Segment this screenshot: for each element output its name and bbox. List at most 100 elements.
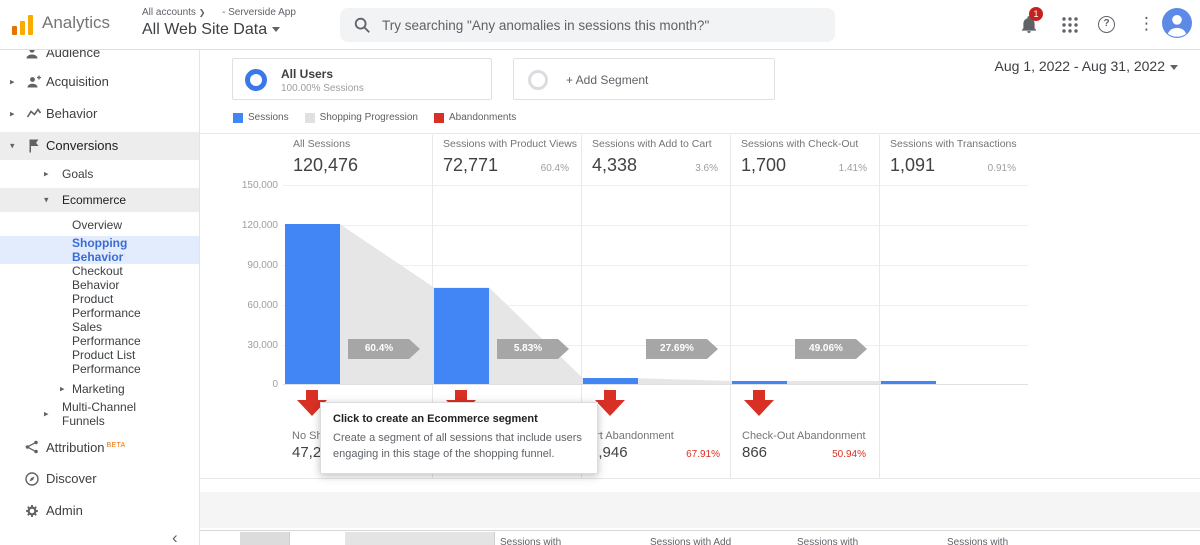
table-header-cell bbox=[240, 532, 290, 545]
flag-icon bbox=[26, 138, 42, 154]
app-name: Analytics bbox=[42, 13, 111, 32]
divider bbox=[200, 133, 1200, 134]
chevron-right-icon: ▸ bbox=[44, 408, 49, 419]
more-options-icon[interactable]: ⋮ bbox=[1138, 14, 1155, 33]
shopping-progression-area bbox=[340, 224, 936, 384]
abandonment-arrow-icon[interactable] bbox=[595, 390, 625, 417]
chevron-right-icon: ▸ bbox=[10, 76, 15, 87]
sidebar-item-sales-performance[interactable]: Sales Performance bbox=[72, 320, 141, 348]
sessions-bar[interactable] bbox=[881, 381, 936, 384]
search-input[interactable] bbox=[382, 8, 822, 42]
sidebar-item-shopping-behavior[interactable]: Shopping Behavior bbox=[0, 236, 199, 264]
chevron-right-icon: ▸ bbox=[60, 383, 65, 394]
collapse-sidebar-icon[interactable]: ‹ bbox=[172, 528, 178, 545]
progression-arrow-chip: 5.83% bbox=[497, 339, 569, 359]
sidebar-item-behavior[interactable]: ▸ Behavior bbox=[10, 106, 98, 122]
progression-arrow-chip: 49.06% bbox=[795, 339, 867, 359]
sessions-bar[interactable] bbox=[434, 287, 489, 384]
sidebar-item-attribution[interactable]: Attribution BETA bbox=[0, 434, 199, 460]
segment-all-users[interactable]: All Users 100.00% Sessions bbox=[232, 58, 492, 100]
audience-icon bbox=[24, 50, 40, 61]
sidebar-item-acquisition[interactable]: ▸ Acquisition bbox=[10, 74, 109, 90]
add-segment-label: + Add Segment bbox=[566, 73, 649, 87]
abandonment-value: 866 bbox=[742, 444, 768, 461]
sidebar-item-product-list-performance[interactable]: Product List Performance bbox=[72, 348, 141, 376]
sidebar-item-goals[interactable]: ▸ Goals bbox=[44, 167, 94, 181]
property-selector[interactable]: All Web Site Data bbox=[142, 21, 281, 39]
date-range-selector[interactable]: Aug 1, 2022 - Aug 31, 2022 bbox=[995, 58, 1178, 74]
legend-swatch-sessions bbox=[233, 112, 243, 123]
help-icon[interactable]: ? bbox=[1098, 16, 1115, 33]
stage-value: 72,771 bbox=[443, 155, 499, 175]
behavior-icon bbox=[26, 106, 42, 122]
tooltip-body: Create a segment of all sessions that in… bbox=[333, 432, 582, 460]
sidebar-item-marketing[interactable]: ▸ Marketing bbox=[60, 382, 125, 396]
sessions-bar[interactable] bbox=[285, 224, 340, 384]
segment-title: All Users bbox=[281, 67, 334, 81]
sidebar-item-discover[interactable]: Discover bbox=[0, 466, 199, 492]
abandonment-arrow-icon[interactable] bbox=[297, 390, 327, 417]
gridline bbox=[283, 225, 1028, 226]
sidebar-item-conversions[interactable]: ▾ Conversions bbox=[0, 132, 199, 160]
table-toolbar: Sessions Abandonments % Completion rate … bbox=[200, 492, 1200, 528]
sidebar-item-overview[interactable]: Overview bbox=[72, 218, 123, 232]
global-search[interactable] bbox=[340, 8, 835, 42]
chart-legend: Sessions Shopping Progression Abandonmen… bbox=[233, 112, 516, 123]
chevron-down-icon bbox=[272, 27, 281, 33]
chevron-down-icon bbox=[1170, 64, 1178, 70]
abandonment-value: 47,2 bbox=[292, 444, 322, 461]
acquisition-icon bbox=[26, 74, 42, 90]
sidebar-item-ecommerce[interactable]: ▾ Ecommerce bbox=[0, 188, 199, 212]
table-header-label[interactable]: Sessions with bbox=[947, 537, 1009, 545]
divider bbox=[200, 478, 1200, 479]
sidebar-item-checkout-behavior[interactable]: Checkout Behavior bbox=[72, 264, 123, 292]
gear-icon bbox=[24, 503, 40, 519]
data-table-header: Sessions with Sessions with Add Sessions… bbox=[200, 530, 1200, 545]
sidebar-item-multi-channel-funnels[interactable]: ▸ Multi-Channel Funnels bbox=[44, 400, 137, 428]
stage-percent: 0.91% bbox=[987, 163, 1016, 174]
funnel-plot-area bbox=[283, 185, 1028, 385]
legend-sessions: Sessions bbox=[233, 112, 289, 123]
apps-grid-icon[interactable] bbox=[1061, 16, 1079, 39]
stage-percent: 3.6% bbox=[695, 163, 718, 174]
sidebar-item-audience[interactable]: Audience bbox=[0, 50, 199, 66]
stage-label: Sessions with Add to Cart bbox=[592, 138, 712, 150]
add-segment-button[interactable]: + Add Segment bbox=[513, 58, 775, 100]
legend-swatch-abandonments bbox=[433, 112, 444, 123]
funnel-column: Sessions with Add to Cart 4,338 3.6% bbox=[581, 135, 730, 478]
sessions-bar[interactable] bbox=[583, 378, 638, 384]
chevron-right-icon: ▸ bbox=[10, 108, 15, 119]
funnel-column: All Sessions 120,476 bbox=[283, 135, 432, 478]
report-content: All Users 100.00% Sessions + Add Segment… bbox=[200, 50, 1200, 545]
sidebar-item-product-performance[interactable]: Product Performance bbox=[72, 292, 141, 320]
analytics-logo-icon[interactable] bbox=[12, 15, 36, 35]
abandonment-percent: 67.91% bbox=[686, 449, 720, 460]
breadcrumb-account[interactable]: - Serverside App bbox=[222, 7, 296, 18]
notification-badge[interactable]: 1 bbox=[1029, 7, 1043, 21]
left-nav: Audience ▸ Acquisition ▸ Behavior ▾ Conv… bbox=[0, 50, 200, 545]
stage-value: 1,091 bbox=[890, 155, 936, 175]
discover-icon bbox=[24, 471, 40, 487]
y-tick: 90,000 bbox=[247, 260, 278, 271]
breadcrumb[interactable]: All accounts ❯ bbox=[142, 7, 206, 18]
y-tick: 30,000 bbox=[247, 340, 278, 351]
stage-value: 120,476 bbox=[293, 155, 359, 175]
chevron-down-icon: ▾ bbox=[10, 140, 15, 151]
avatar[interactable] bbox=[1162, 8, 1192, 43]
abandonment-arrow-icon[interactable] bbox=[744, 390, 774, 417]
segment-tooltip: Click to create an Ecommerce segment Cre… bbox=[320, 402, 598, 474]
top-app-bar: Analytics All accounts ❯ - Serverside Ap… bbox=[0, 0, 1200, 50]
y-tick: 0 bbox=[272, 379, 278, 390]
table-header-label[interactable]: Sessions with Add bbox=[650, 537, 732, 545]
abandonment-label: art Abandonment bbox=[590, 430, 674, 442]
chevron-right-icon: ▸ bbox=[44, 168, 49, 179]
legend-abandonments: Abandonments bbox=[433, 112, 516, 123]
abandonment-percent: 50.94% bbox=[832, 449, 866, 460]
sessions-bar[interactable] bbox=[732, 381, 787, 384]
table-header-label[interactable]: Sessions with bbox=[500, 537, 562, 545]
sidebar-item-admin[interactable]: Admin bbox=[0, 498, 199, 524]
chevron-down-icon: ▾ bbox=[44, 194, 49, 205]
table-header-label[interactable]: Sessions with bbox=[797, 537, 859, 545]
y-tick: 60,000 bbox=[247, 300, 278, 311]
